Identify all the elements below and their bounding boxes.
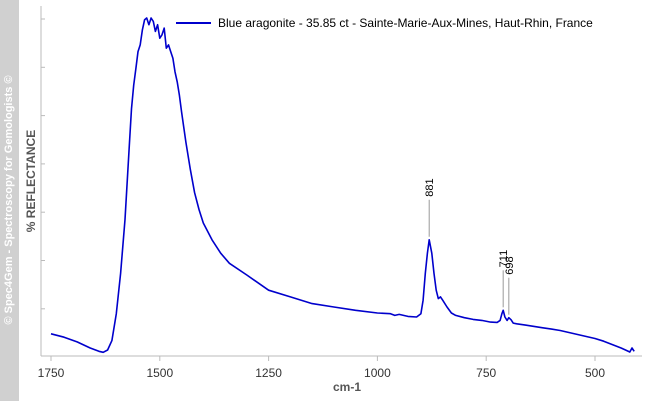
annotation-label: 698 — [504, 256, 516, 274]
y-axis-title: % REFLECTANCE — [24, 130, 38, 232]
x-axis-ticks: 1750 1500 1250 1000 750 500 — [38, 356, 605, 380]
x-tick-label: 1750 — [38, 366, 65, 380]
x-tick-label: 1500 — [146, 366, 173, 380]
annotation-label: 881 — [424, 178, 436, 196]
x-tick-label: 1000 — [364, 366, 391, 380]
x-tick-label: 750 — [476, 366, 496, 380]
x-axis-title: cm-1 — [333, 380, 361, 394]
y-axis-ticks — [41, 18, 45, 310]
legend-label: Blue aragonite - 35.85 ct - Sainte-Marie… — [218, 16, 593, 30]
x-tick-label: 500 — [585, 366, 605, 380]
copyright-sidebar: © Spec4Gem - Spectroscopy for Gemologist… — [0, 0, 19, 401]
series-line-0 — [50, 17, 635, 354]
x-tick-label: 1250 — [255, 366, 282, 380]
legend: Blue aragonite - 35.85 ct - Sainte-Marie… — [176, 16, 593, 30]
series-layer — [50, 17, 635, 354]
annotation-label: 711 — [498, 250, 510, 268]
